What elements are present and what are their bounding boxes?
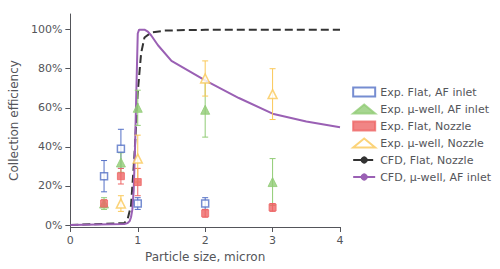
svg-text:4: 4 xyxy=(337,234,344,247)
svg-text:Exp. μ-well, AF inlet: Exp. μ-well, AF inlet xyxy=(380,103,489,116)
svg-text:Collection efficiency: Collection efficiency xyxy=(7,60,21,181)
svg-text:Exp. Flat, AF inlet: Exp. Flat, AF inlet xyxy=(380,86,477,99)
svg-text:Particle size, micron: Particle size, micron xyxy=(145,250,265,264)
svg-text:CFD, μ-well, AF inlet: CFD, μ-well, AF inlet xyxy=(380,171,492,184)
svg-text:60%: 60% xyxy=(38,101,62,114)
svg-text:0: 0 xyxy=(67,234,74,247)
svg-text:80%: 80% xyxy=(38,62,62,75)
svg-text:3: 3 xyxy=(269,234,276,247)
svg-text:100%: 100% xyxy=(31,23,62,36)
svg-text:1: 1 xyxy=(134,234,141,247)
svg-text:CFD, Flat, Nozzle: CFD, Flat, Nozzle xyxy=(380,154,473,167)
svg-text:Exp. Flat, Nozzle: Exp. Flat, Nozzle xyxy=(380,120,471,133)
svg-text:2: 2 xyxy=(202,234,209,247)
svg-text:40%: 40% xyxy=(38,140,62,153)
svg-text:20%: 20% xyxy=(38,179,62,192)
svg-text:0%: 0% xyxy=(45,219,62,232)
svg-text:Exp. μ-well, Nozzle: Exp. μ-well, Nozzle xyxy=(380,137,484,150)
